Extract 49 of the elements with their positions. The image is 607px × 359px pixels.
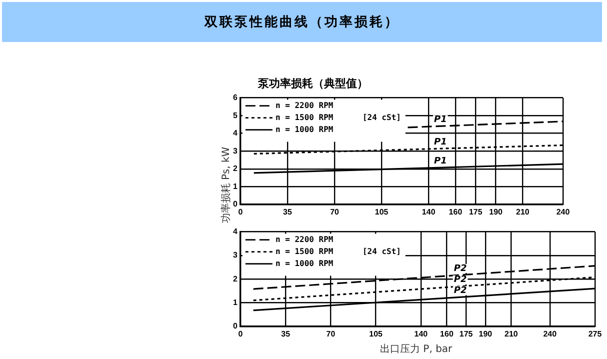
x-tick-label: 70 <box>330 207 340 216</box>
legend-label: n = 1000 RPM <box>275 258 334 268</box>
y-tick-label: 5 <box>232 110 238 120</box>
x-tick-label: 35 <box>283 207 292 216</box>
annotation: P2 <box>454 275 467 286</box>
y-tick-label: 3 <box>232 146 238 156</box>
x-tick-label: 175 <box>468 207 483 216</box>
y-tick-label: 3 <box>232 250 238 260</box>
y-axis-title: 功率损耗 Ps, kW <box>220 146 233 226</box>
legend-label: n = 2200 RPM <box>275 100 334 110</box>
x-tick-label: 175 <box>459 329 474 338</box>
legend-label: n = 1500 RPM <box>275 246 334 256</box>
y-tick-label: 2 <box>232 274 238 284</box>
y-tick-label: 4 <box>232 128 238 138</box>
y-tick-label: 6 <box>232 93 238 102</box>
annotation: P1 <box>434 156 447 166</box>
chart-title: 双联泵性能曲线（功率损耗） <box>2 2 602 42</box>
annotation: P2 <box>454 264 467 274</box>
x-axis-title: 出口压力 P, bar <box>380 342 452 356</box>
chart-subtitle: 泵功率损耗（典型值） <box>258 76 368 91</box>
x-tick-label: 160 <box>440 329 454 338</box>
x-tick-label: 190 <box>489 207 504 216</box>
x-tick-label: 190 <box>478 329 493 338</box>
x-tick-label: 35 <box>281 329 291 338</box>
annotation: P2 <box>454 286 467 296</box>
y-tick-label: 1 <box>232 182 238 191</box>
annotation: P1 <box>434 114 447 125</box>
legend-label: n = 2200 RPM <box>275 234 334 244</box>
x-tick-label: 210 <box>516 207 530 216</box>
x-tick-label: 160 <box>448 207 463 216</box>
x-tick-label: 140 <box>422 207 436 216</box>
x-tick-label: 105 <box>374 207 389 216</box>
y-tick-label: 2 <box>232 164 238 174</box>
legend-title: [24 cSt] <box>362 112 401 122</box>
y-tick-label: 4 <box>232 227 238 236</box>
x-tick-label: 275 <box>588 329 602 338</box>
x-tick-label: 105 <box>369 329 384 338</box>
y-tick-label: 0 <box>232 322 238 331</box>
y-tick-label: 1 <box>232 298 238 307</box>
x-tick-label: 240 <box>543 329 558 338</box>
y-tick-label: 0 <box>232 200 238 209</box>
x-tick-label: 70 <box>326 329 336 338</box>
x-tick-label: 210 <box>504 329 518 338</box>
annotation: P1 <box>434 137 447 148</box>
legend-title: [24 cSt] <box>362 246 401 256</box>
x-tick-label: 140 <box>414 329 428 338</box>
legend-label: n = 1000 RPM <box>275 124 334 134</box>
x-tick-label: 240 <box>556 207 570 216</box>
legend-label: n = 1500 RPM <box>275 112 334 122</box>
